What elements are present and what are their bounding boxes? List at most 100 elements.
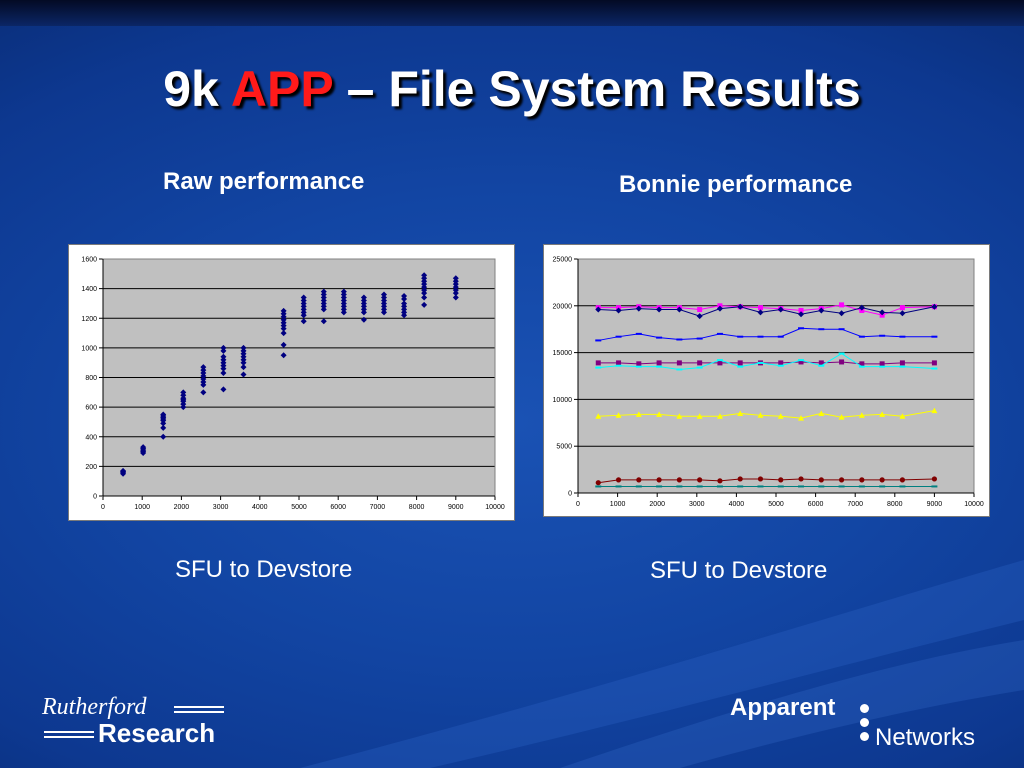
data-point [160, 424, 167, 431]
data-point [320, 288, 327, 295]
data-point [838, 477, 845, 483]
data-point [280, 307, 287, 314]
data-point [899, 413, 906, 419]
data-point [757, 305, 763, 311]
x-tick-label: 0 [576, 501, 580, 508]
data-point [656, 306, 663, 313]
x-tick-label: 3000 [689, 501, 705, 508]
data-point [737, 365, 744, 368]
data-point [656, 336, 663, 339]
data-point [899, 485, 906, 488]
data-point [899, 305, 905, 311]
x-tick-label: 4000 [252, 504, 268, 511]
data-point [635, 332, 642, 335]
data-point [879, 365, 886, 368]
y-tick-label: 5000 [556, 444, 572, 451]
data-point [696, 413, 703, 419]
data-point [716, 485, 723, 488]
data-point [798, 359, 804, 365]
x-tick-label: 9000 [448, 504, 464, 511]
data-point [757, 335, 764, 338]
slide-title: 9k APP – File System Results [0, 60, 1024, 118]
data-point [360, 316, 367, 323]
x-tick-label: 3000 [213, 504, 229, 511]
data-point [280, 330, 287, 337]
rutherford-research-logo: Rutherford Research [42, 694, 242, 754]
data-point [858, 335, 865, 338]
data-point [696, 313, 703, 320]
bonnie-performance-plot: 0 5000 10000 15000 20000 25000 0 1000 2000 3000 40… [553, 257, 984, 509]
data-point [200, 364, 207, 371]
y-tick-label: 1000 [81, 345, 97, 352]
data-point [879, 411, 886, 417]
data-point [676, 485, 683, 488]
data-point [777, 306, 784, 313]
y-tick-label: 200 [85, 464, 97, 471]
data-point [798, 485, 805, 488]
logo-dot [860, 732, 869, 741]
data-point [635, 305, 642, 312]
data-point [818, 477, 824, 483]
x-tick-label: 0 [101, 504, 105, 511]
data-point [676, 338, 683, 341]
data-point [838, 485, 845, 488]
data-point [717, 478, 723, 484]
data-point [615, 477, 622, 483]
y-tick-label: 25000 [553, 257, 573, 264]
data-point [421, 301, 428, 308]
data-point [838, 310, 845, 317]
data-point [931, 476, 937, 482]
data-point [452, 294, 459, 301]
x-tick-label: 10000 [485, 504, 505, 511]
x-tick-label: 7000 [370, 504, 386, 511]
data-point [615, 364, 622, 367]
data-point [818, 485, 825, 488]
x-tick-label: 10000 [964, 501, 984, 508]
data-point [280, 352, 287, 359]
y-tick-label: 1600 [81, 257, 97, 264]
data-point [716, 305, 723, 312]
data-point [859, 477, 865, 483]
data-point [636, 477, 642, 483]
x-tick-label: 8000 [887, 501, 903, 508]
data-point [931, 335, 938, 338]
title-accent: APP [230, 61, 333, 117]
data-point [858, 304, 865, 311]
x-tick-label: 5000 [768, 501, 784, 508]
data-point [818, 410, 825, 416]
logo-line [44, 736, 94, 738]
data-point [635, 485, 642, 488]
y-tick-label: 10000 [553, 397, 573, 404]
logo-research-text: Research [98, 718, 216, 748]
x-tick-label: 2000 [174, 504, 190, 511]
left-chart-heading: Raw performance [163, 168, 365, 195]
data-point [931, 303, 938, 310]
data-point [696, 337, 703, 340]
data-point [697, 307, 703, 313]
logo-networks-text: Networks [875, 724, 976, 751]
data-point [899, 365, 906, 368]
data-point [778, 477, 784, 483]
data-point [798, 307, 804, 313]
data-point [931, 485, 938, 488]
logo-dot [860, 704, 869, 713]
raw-performance-chart: 0 200 400 600 800 1000 1200 1400 1600 0 1000 2000 30… [68, 244, 515, 521]
data-point [656, 365, 663, 368]
data-point [798, 359, 805, 362]
y-tick-label: 0 [93, 494, 97, 501]
logo-dot [860, 718, 869, 727]
data-point [240, 371, 247, 378]
data-point [798, 311, 805, 318]
data-point [676, 360, 682, 366]
data-point [737, 485, 744, 488]
data-point [798, 327, 805, 330]
data-point [697, 477, 703, 483]
data-point [931, 367, 938, 370]
data-point [595, 339, 602, 342]
data-point [656, 360, 662, 366]
x-tick-label: 7000 [847, 501, 863, 508]
data-point [858, 485, 865, 488]
data-point [615, 485, 622, 488]
data-point [595, 485, 602, 488]
